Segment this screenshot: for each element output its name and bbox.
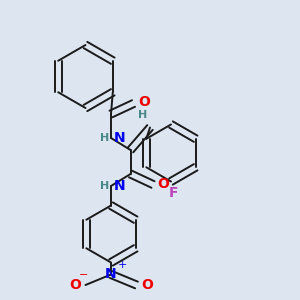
Text: O: O [69,278,81,292]
Text: H: H [138,110,147,120]
Text: O: O [138,95,150,109]
Text: +: + [118,260,127,270]
Text: H: H [100,133,110,143]
Text: −: − [79,270,88,280]
Text: N: N [113,131,125,145]
Text: N: N [113,179,125,193]
Text: N: N [105,268,117,281]
Text: H: H [100,181,110,191]
Text: O: O [158,178,169,191]
Text: O: O [141,278,153,292]
Text: F: F [169,186,179,200]
